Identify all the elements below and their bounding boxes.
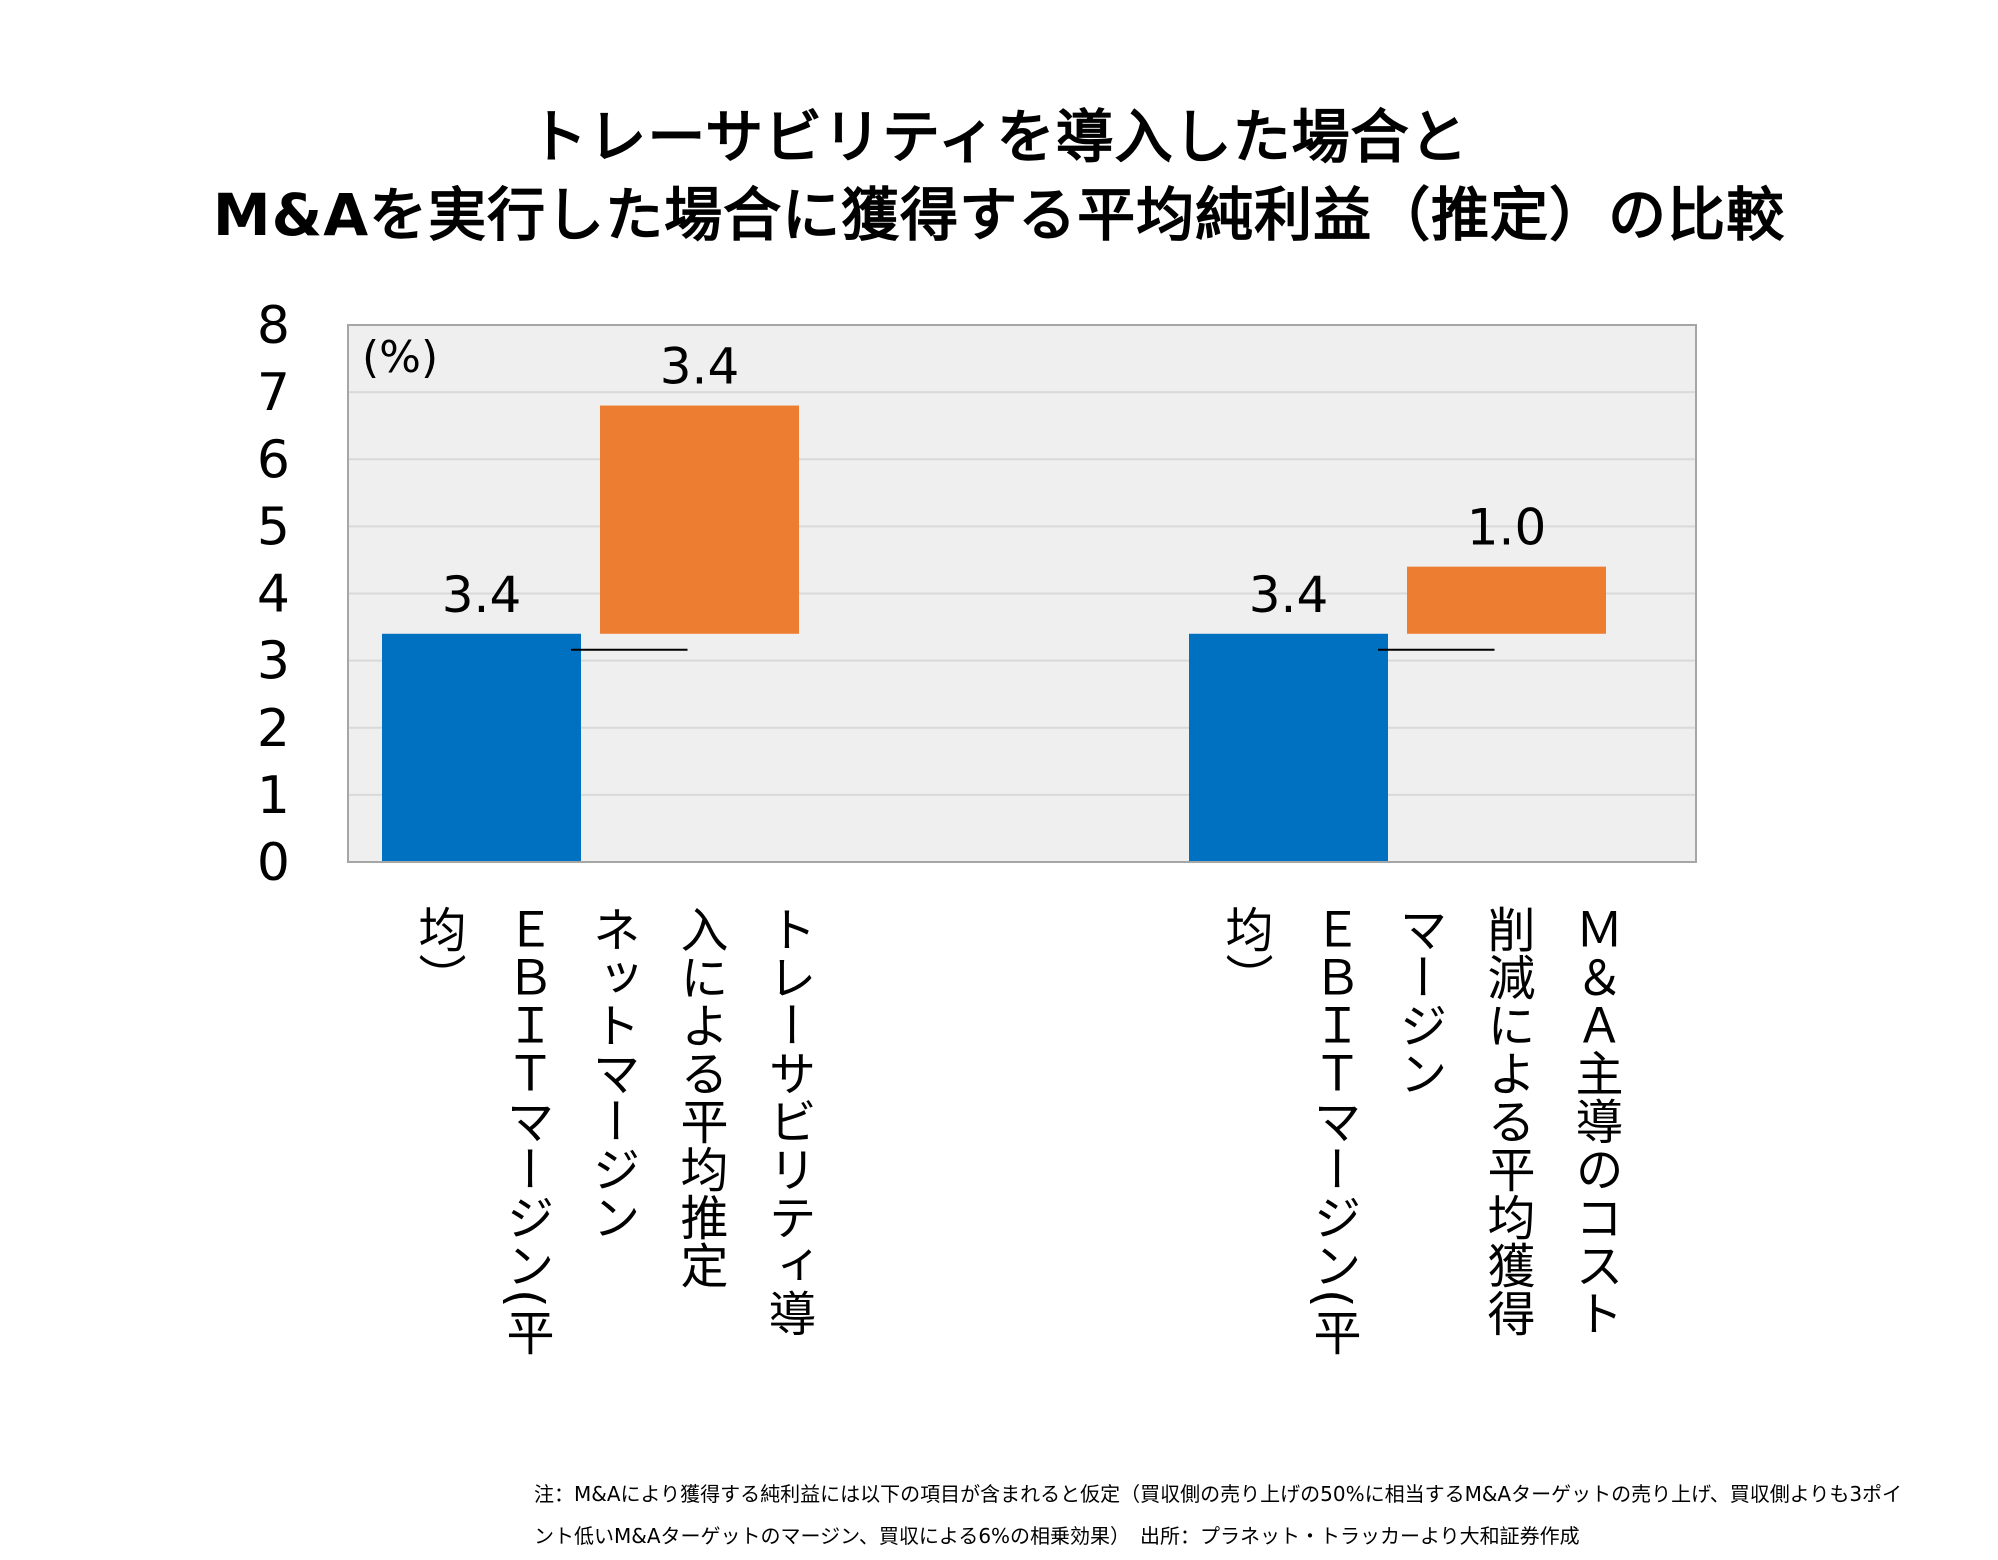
x-category-label: 均） (410, 905, 466, 1001)
y-tick-label: 3 (257, 632, 290, 692)
y-tick-label: 7 (257, 363, 290, 423)
x-category-label: ＥＢＩＴマージン(平 (498, 905, 554, 1356)
data-label: 1.0 (1467, 499, 1547, 557)
y-tick-label: 5 (257, 497, 290, 557)
x-category-label: ＥＢＩＴマージン(平 (1305, 905, 1361, 1356)
x-category-label: 削減による平均獲得 (1479, 905, 1535, 1337)
bar (1189, 633, 1388, 862)
unit-label: (%) (362, 332, 438, 383)
y-tick-label: 2 (257, 699, 290, 759)
bars (382, 405, 1606, 862)
x-category-label: 均） (1217, 905, 1273, 1001)
x-category-label: ネットマージン (584, 905, 640, 1241)
x-category-label: Ｍ＆Ａ主導のコスト (1567, 905, 1623, 1337)
x-category-label: 入による平均推定 (672, 905, 728, 1289)
y-tick-label: 8 (257, 296, 290, 356)
data-labels: 3.4 3.4 3.4 1.0 (442, 338, 1547, 624)
footnote-line2: ント低いM&Aターゲットのマージン、買収による6%の相乗効果） 出所：プラネット… (534, 1524, 1580, 1548)
bar (1407, 566, 1606, 634)
plot-frame (347, 324, 1697, 863)
data-label: 3.4 (442, 566, 522, 624)
x-category-label: マージン (1391, 905, 1447, 1097)
bar (382, 633, 581, 862)
y-axis: 0 1 2 3 4 5 6 7 8 (257, 296, 290, 893)
y-tick-label: 4 (257, 565, 290, 625)
y-tick-label: 1 (257, 766, 290, 826)
y-tick-label: 0 (257, 833, 290, 893)
data-label: 3.4 (1249, 566, 1329, 624)
data-label: 3.4 (660, 338, 740, 396)
y-tick-label: 6 (257, 430, 290, 490)
chart-title-line1: トレーサビリティを導入した場合と (529, 103, 1469, 171)
footnote-line1: 注：M&Aにより獲得する純利益には以下の項目が含まれると仮定（買収側の売り上げの… (534, 1482, 1903, 1506)
chart-title-line2: M&Aを実行した場合に獲得する平均純利益（推定）の比較 (212, 181, 1786, 249)
bar (600, 405, 799, 634)
x-category-label: トレーサビリティ導 (760, 905, 816, 1337)
